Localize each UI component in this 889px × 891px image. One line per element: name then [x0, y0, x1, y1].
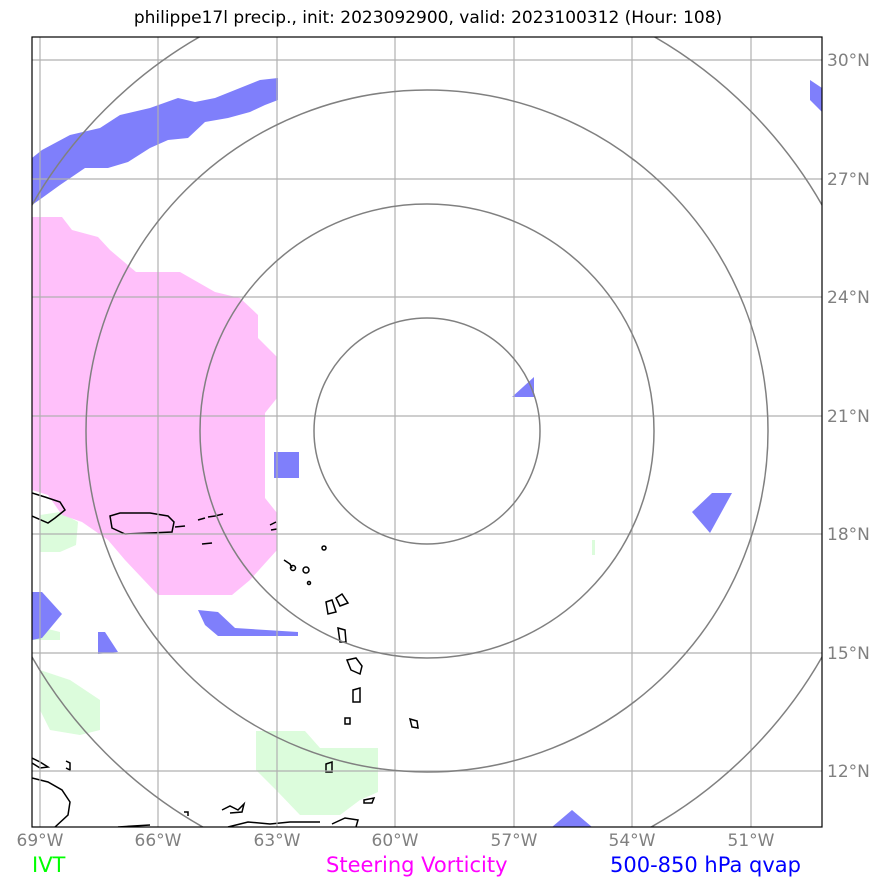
lat-tick-label: 27°N [827, 170, 870, 190]
lon-tick-label: 69°W [17, 831, 64, 851]
lat-tick-label: 30°N [827, 51, 870, 71]
legend-ivt: IVT [32, 853, 66, 877]
lat-tick-label: 18°N [827, 525, 870, 545]
ivt-shading [32, 512, 595, 815]
lat-tick-label: 21°N [827, 407, 870, 427]
lat-tick-label: 15°N [827, 644, 870, 664]
lat-tick-label: 24°N [827, 288, 870, 308]
legend-steering-vorticity: Steering Vorticity [326, 853, 508, 877]
map-frame [31, 36, 823, 828]
legend-qvap: 500-850 hPa qvap [610, 853, 801, 877]
lon-tick-label: 51°W [728, 831, 775, 851]
lon-tick-label: 54°W [609, 831, 656, 851]
lon-tick-label: 57°W [491, 831, 538, 851]
gridlines [32, 37, 822, 827]
lon-tick-label: 63°W [254, 831, 301, 851]
lat-tick-label: 12°N [827, 762, 870, 782]
map-title: philippe17l precip., init: 2023092900, v… [133, 8, 723, 28]
lon-tick-label: 60°W [372, 831, 419, 851]
lon-tick-label: 66°W [135, 831, 182, 851]
